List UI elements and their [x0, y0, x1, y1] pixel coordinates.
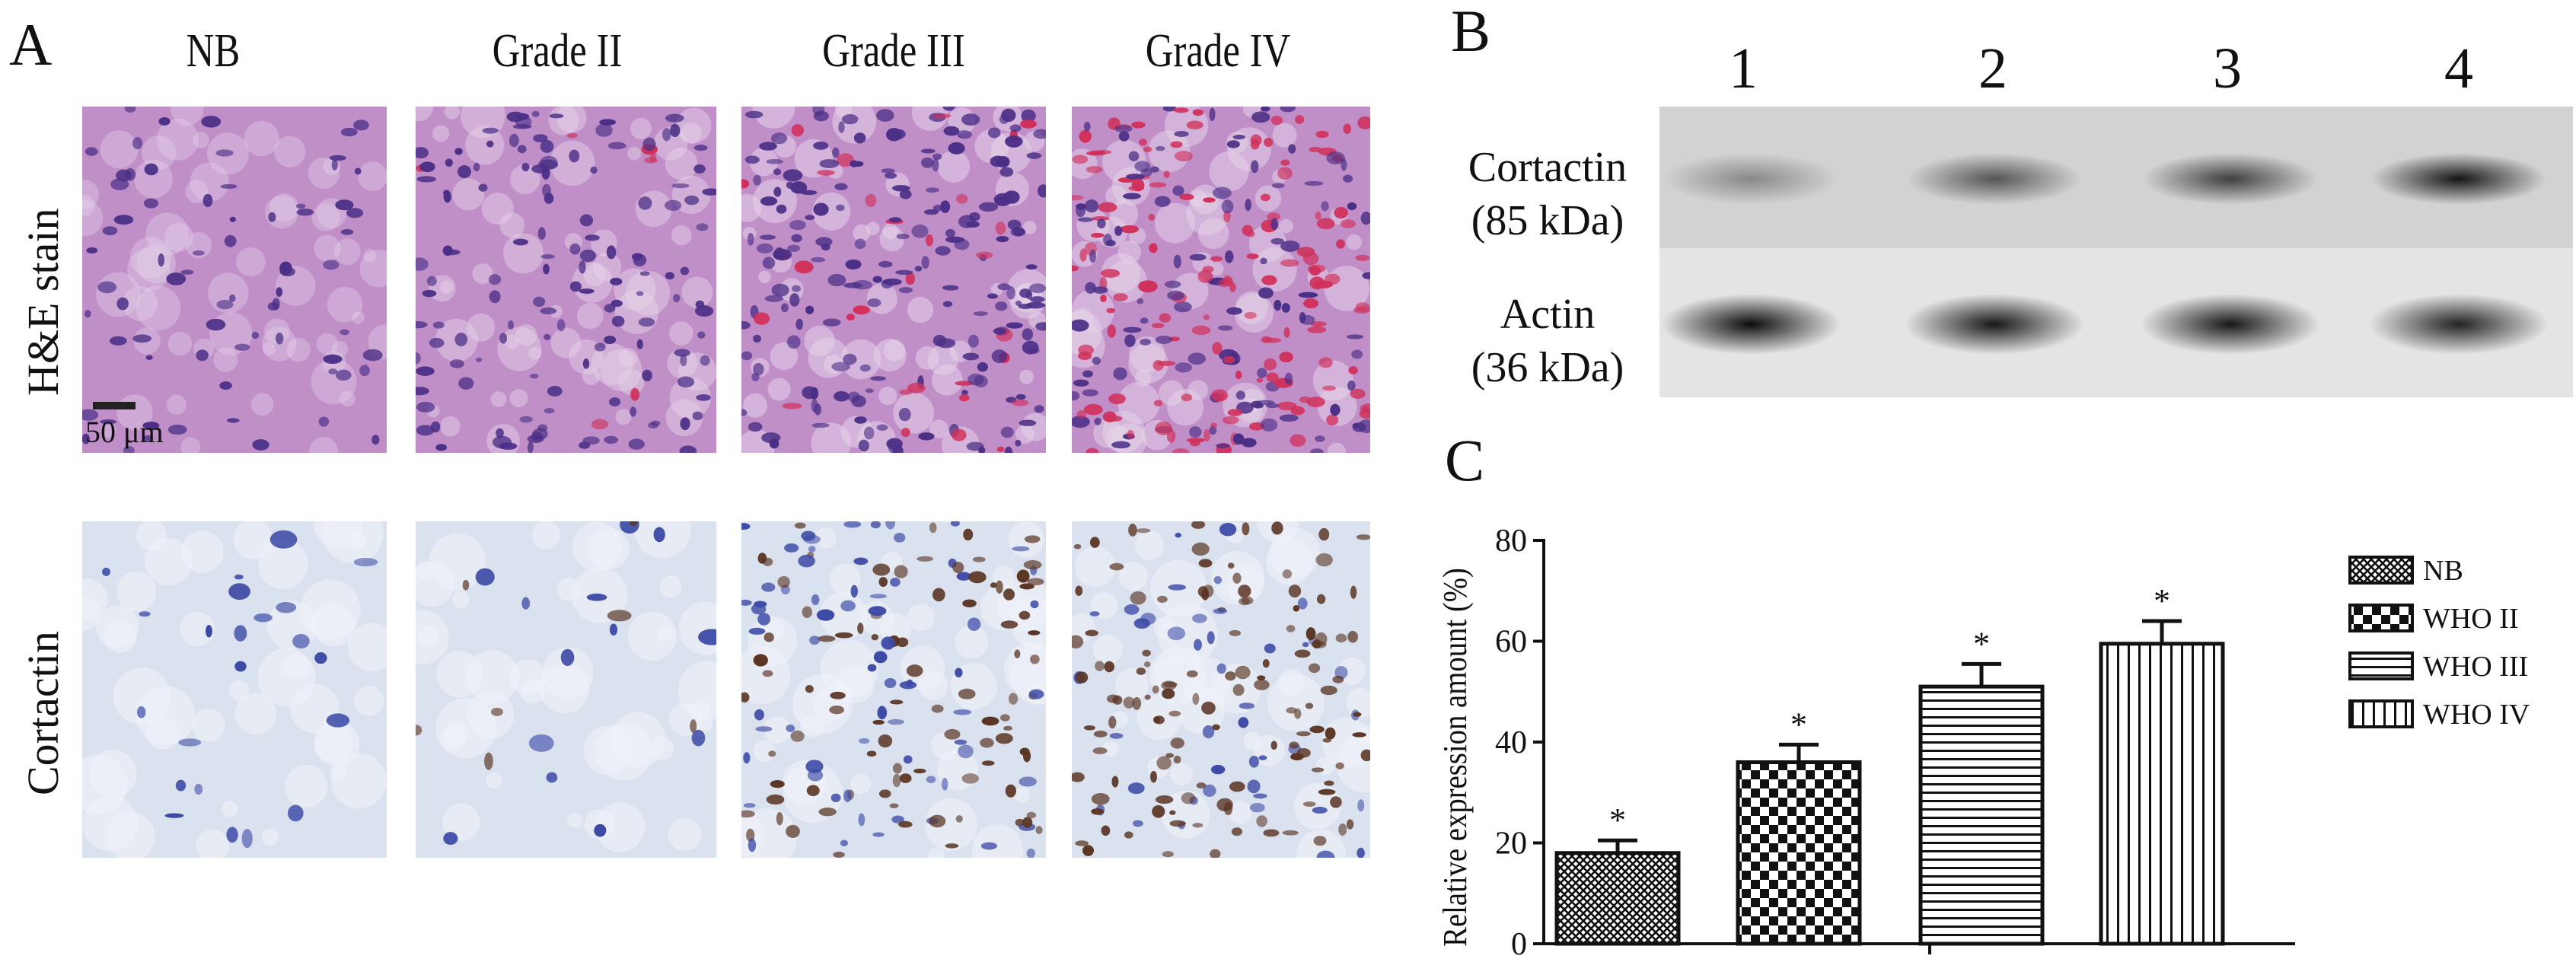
lane-number-2: 2: [1978, 37, 2007, 100]
significance-star: *: [1790, 706, 1807, 743]
actin-band-lane-1: [1661, 294, 1841, 355]
column-label-grade-iv: Grade IV: [1145, 25, 1291, 77]
ihc-micrograph-nb: [82, 521, 387, 858]
legend-label: WHO II: [2423, 603, 2519, 635]
blot-label-actin-mass: (36 kDa): [1471, 344, 1624, 391]
column-label-grade-iii: Grade III: [822, 25, 965, 77]
legend-swatch: [2348, 699, 2414, 728]
he-micrograph-grade-ii-image: [416, 107, 716, 453]
panel-c-letter: C: [1445, 427, 1485, 493]
blot-label-cortactin-mass: (85 kDa): [1471, 197, 1624, 244]
he-micrograph-grade-iii: [741, 107, 1046, 453]
he-micrograph-nb: [82, 107, 387, 453]
y-tick-label: 40: [1495, 725, 1527, 760]
bar-chart-svg: Relative expression amount (%) 0 20 40 60 80…: [1436, 524, 2530, 962]
ihc-micrograph-grade-iii-image: [741, 521, 1046, 858]
y-tick-label: 20: [1495, 827, 1527, 862]
legend-label: NB: [2423, 555, 2463, 587]
column-label-grade-ii: Grade II: [492, 25, 623, 77]
blot-label-actin: Actin (36 kDa): [1445, 288, 1650, 394]
blot-label-cortactin: Cortactin (85 kDa): [1445, 141, 1650, 247]
bar-who-iii: [1918, 684, 2045, 946]
bar-who-iv: [2099, 642, 2225, 946]
actin-band-lane-2: [1905, 294, 2084, 355]
ihc-micrograph-grade-iv: [1072, 521, 1370, 858]
he-micrograph-nb-image: [82, 107, 387, 453]
lane-number-1: 1: [1729, 37, 1758, 100]
ihc-micrograph-grade-iv-image: [1072, 521, 1370, 858]
he-micrograph-grade-iv-image: [1072, 107, 1370, 453]
significance-star: *: [2154, 582, 2170, 620]
legend-swatch: [2348, 556, 2414, 585]
blot-label-cortactin-name: Cortactin: [1468, 144, 1628, 191]
ihc-micrograph-nb-image: [82, 521, 387, 858]
blot-label-actin-name: Actin: [1500, 291, 1596, 338]
actin-band-lane-3: [2141, 294, 2320, 355]
significance-star: *: [1973, 625, 1990, 662]
he-micrograph-grade-ii: [416, 107, 716, 453]
scale-bar: [93, 402, 135, 409]
legend-label: WHO IV: [2423, 699, 2530, 731]
cortactin-band-lane-2: [1907, 153, 2082, 205]
column-label-nb: NB: [186, 25, 241, 77]
row-label-he-stain: H&E stain: [18, 208, 68, 396]
cortactin-band-lane-4: [2371, 153, 2546, 205]
panel-a-letter: A: [9, 11, 53, 78]
western-blot-image: [1659, 107, 2573, 397]
ihc-micrograph-grade-ii: [416, 521, 716, 858]
ihc-micrograph-grade-iii: [741, 521, 1046, 858]
lane-number-3: 3: [2213, 37, 2242, 100]
y-tick-label: 0: [1511, 927, 1527, 962]
he-micrograph-grade-iii-image: [741, 107, 1046, 453]
lane-number-4: 4: [2444, 37, 2473, 100]
legend-label: WHO III: [2423, 651, 2528, 683]
legend-swatch: [2348, 651, 2414, 680]
y-tick-label: 60: [1495, 625, 1527, 660]
scale-bar-label: 50 μm: [85, 415, 164, 449]
significance-star: *: [1609, 801, 1626, 839]
cortactin-band-lane-3: [2143, 153, 2318, 205]
actin-band-lane-4: [2369, 294, 2549, 355]
bar-nb: [1554, 851, 1681, 946]
y-tick-label: 80: [1495, 524, 1527, 559]
he-micrograph-grade-iv: [1072, 107, 1370, 453]
panel-b-letter: B: [1451, 0, 1491, 64]
ihc-micrograph-grade-ii-image: [416, 521, 716, 858]
western-blot-svg: [1659, 107, 2573, 397]
cortactin-band-lane-1: [1663, 153, 1838, 205]
row-label-cortactin: Cortactin: [18, 631, 68, 795]
y-axis-title: Relative expression amount (%): [1436, 568, 1475, 947]
bar-who-ii: [1736, 760, 1862, 946]
legend-swatch: [2348, 604, 2414, 632]
bar-chart: Relative expression amount (%) 0 20 40 60 80…: [1431, 487, 2573, 974]
